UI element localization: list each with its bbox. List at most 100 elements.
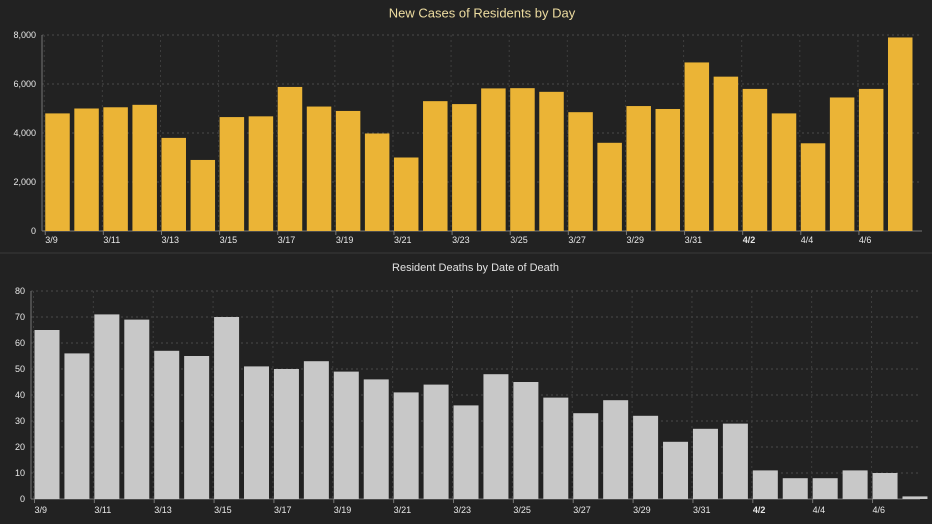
deaths-x-tick-label: 3/13	[154, 505, 172, 515]
deaths-bar	[154, 350, 180, 499]
deaths-bar	[453, 405, 479, 499]
deaths-y-tick-label: 40	[15, 390, 25, 400]
cases-x-tick-label: 3/15	[220, 235, 238, 245]
cases-bar	[829, 97, 855, 231]
cases-bar	[481, 88, 506, 231]
cases-x-tick-label: 3/23	[452, 235, 470, 245]
cases-x-tick-label: 3/25	[510, 235, 528, 245]
cases-bar	[219, 117, 245, 231]
deaths-y-tick-label: 80	[15, 286, 25, 296]
cases-bar	[132, 104, 157, 231]
cases-y-tick-label: 0	[31, 226, 36, 236]
deaths-bar	[692, 428, 718, 499]
cases-x-tick-label: 3/31	[685, 235, 703, 245]
deaths-x-tick-label: 3/15	[214, 505, 232, 515]
cases-x-tick-label: 3/11	[103, 235, 120, 245]
cases-bar	[45, 113, 70, 231]
cases-bar	[423, 101, 448, 232]
deaths-chart: Resident Deaths by Date of Death 0 10 20 30 4…	[15, 262, 928, 515]
cases-y-tick-label: 2,000	[13, 177, 36, 187]
cases-x-tick-label: 3/27	[568, 235, 586, 245]
cases-bar	[277, 86, 303, 231]
deaths-y-tick-label: 60	[15, 338, 25, 348]
deaths-x-tick-label: 3/19	[334, 505, 352, 515]
cases-bar	[858, 88, 884, 232]
deaths-bar	[303, 361, 329, 499]
cases-x-tick-label: 4/6	[859, 235, 872, 245]
cases-bar	[74, 108, 99, 231]
deaths-bar	[363, 379, 389, 499]
deaths-bar	[603, 400, 629, 499]
deaths-x-tick-label: 4/2	[753, 505, 766, 515]
cases-bar	[742, 88, 768, 232]
cases-x-tick-label: 3/21	[394, 235, 412, 245]
deaths-bar	[633, 415, 659, 499]
cases-y-tick-label: 6,000	[13, 79, 36, 89]
deaths-bar	[273, 369, 299, 499]
deaths-x-tick-label: 3/9	[35, 505, 48, 515]
cases-bar	[161, 137, 186, 231]
deaths-y-tick-label: 10	[15, 468, 25, 478]
deaths-x-tick-label: 3/11	[94, 505, 111, 515]
deaths-y-tick-label: 0	[20, 494, 25, 504]
cases-bar	[887, 37, 913, 232]
deaths-bar	[124, 319, 150, 499]
deaths-bar	[902, 496, 928, 499]
cases-bar	[771, 113, 797, 231]
cases-bar	[510, 88, 535, 231]
cases-chart: New Cases of Residents by Day 0 2,000 4,000…	[13, 5, 922, 245]
deaths-bar	[752, 470, 778, 499]
deaths-bar	[244, 366, 270, 499]
deaths-x-tick-label: 3/29	[633, 505, 651, 515]
deaths-y-tick-label: 30	[15, 416, 25, 426]
cases-bar	[568, 112, 593, 231]
cases-bar	[393, 157, 419, 231]
deaths-x-tick-label: 4/4	[813, 505, 826, 515]
deaths-bar	[333, 371, 359, 499]
cases-y-tick-label: 8,000	[13, 30, 36, 40]
cases-bar	[597, 142, 622, 231]
cases-bar	[190, 159, 216, 231]
cases-bar	[684, 62, 710, 231]
cases-bar	[335, 110, 361, 231]
deaths-bar	[423, 384, 449, 499]
deaths-bar	[663, 441, 689, 499]
cases-bar	[364, 133, 390, 231]
cases-x-tick-label: 4/4	[801, 235, 814, 245]
deaths-bar	[573, 413, 599, 499]
cases-x-tick-label: 3/17	[278, 235, 296, 245]
deaths-x-tick-label: 3/21	[394, 505, 412, 515]
cases-bar	[248, 116, 274, 231]
deaths-x-tick-label: 3/23	[454, 505, 472, 515]
cases-bar	[800, 143, 826, 231]
deaths-bar	[64, 353, 90, 499]
deaths-x-tick-label: 3/17	[274, 505, 292, 515]
deaths-bar	[34, 330, 60, 499]
deaths-bar	[812, 478, 838, 499]
cases-x-tick-label: 4/2	[743, 235, 756, 245]
cases-bar	[539, 91, 564, 231]
cases-x-tick-label: 3/19	[336, 235, 354, 245]
deaths-y-tick-label: 70	[15, 312, 25, 322]
deaths-x-tick-label: 3/31	[693, 505, 711, 515]
cases-bar	[452, 104, 477, 231]
deaths-bar	[513, 382, 539, 499]
deaths-chart-title: Resident Deaths by Date of Death	[392, 262, 559, 274]
deaths-bar	[184, 356, 210, 499]
cases-x-tick-label: 3/29	[626, 235, 644, 245]
cases-y-tick-label: 4,000	[13, 128, 36, 138]
cases-chart-title: New Cases of Residents by Day	[389, 5, 576, 20]
deaths-bar	[214, 317, 240, 499]
deaths-bar	[393, 392, 419, 499]
deaths-x-tick-label: 3/25	[513, 505, 531, 515]
deaths-bar	[722, 423, 748, 499]
deaths-bar	[872, 473, 898, 499]
cases-x-tick-label: 3/13	[161, 235, 179, 245]
deaths-y-tick-label: 50	[15, 364, 25, 374]
cases-bar	[626, 106, 651, 231]
deaths-x-tick-label: 4/6	[873, 505, 886, 515]
cases-bar	[655, 108, 681, 231]
cases-bar	[103, 107, 128, 231]
